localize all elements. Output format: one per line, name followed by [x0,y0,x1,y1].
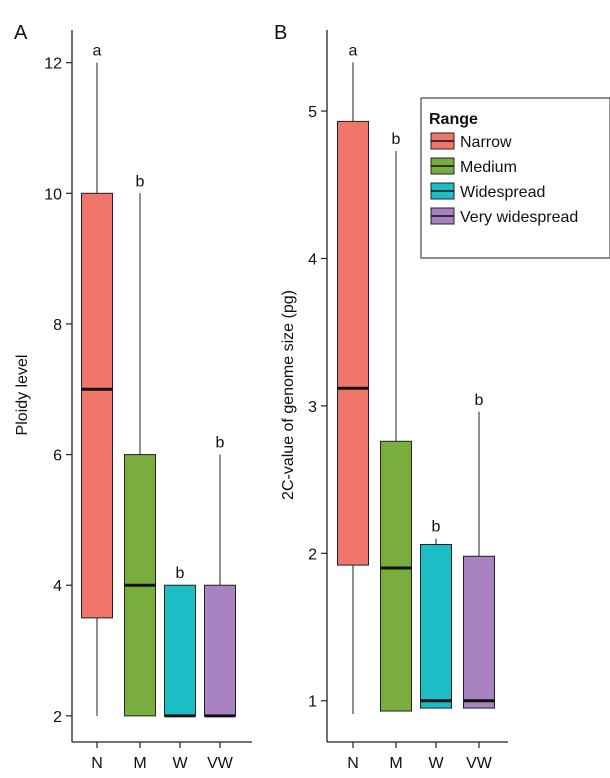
genome-size-box [337,120,369,566]
genome-size-y-axis-title: 2C-value of genome size (pg) [280,290,297,500]
genome-size-y-tick-label: 4 [308,251,317,268]
ploidy-y-tick-label: 4 [53,578,62,595]
genome-size-significance-letter: b [475,392,484,409]
genome-size-y-tick-label: 3 [308,399,317,416]
legend-title: Range [429,111,478,128]
ploidy-chart: 2 4 6 8 10 12 N M W VW a b b b [44,30,252,772]
ploidy-x-tick-label: W [172,755,188,772]
ploidy-significance-letter: b [216,435,225,452]
ploidy-box [204,584,236,717]
ploidy-significance-letter: a [93,43,102,60]
panel-b-label: B [274,22,287,44]
legend-label: Narrow [460,134,512,151]
legend-label: Widespread [460,184,545,201]
panel-a-label: A [14,22,28,44]
ploidy-y-tick-label: 6 [53,448,62,465]
genome-size-box [463,555,495,709]
range-legend: Range Narrow Medium Widespread Very widespr… [420,97,610,259]
genome-size-x-tick-label: N [347,755,359,772]
ploidy-y-tick-label: 8 [53,317,62,334]
genome-size-y-tick-label: 1 [308,694,317,711]
genome-size-significance-letter: b [392,131,401,148]
genome-size-x-tick-label: VW [466,755,493,772]
ploidy-significance-letter: b [176,565,185,582]
ploidy-x-tick-label: VW [207,755,234,772]
ploidy-y-tick-label: 12 [44,56,62,73]
genome-size-x-tick-label: W [428,755,444,772]
genome-size-y-tick-label: 2 [308,546,317,563]
ploidy-y-tick-label: 2 [53,709,62,726]
legend-frame [420,97,610,259]
ploidy-y-tick-label: 10 [44,186,62,203]
genome-size-y-tick-label: 5 [308,104,317,121]
ploidy-box [164,584,196,717]
ploidy-x-tick-label: N [91,755,103,772]
ploidy-y-axis-title: Ploidy level [14,355,31,436]
genome-size-box [420,543,452,709]
genome-size-x-tick-label: M [389,755,402,772]
ploidy-x-tick-label: M [133,755,146,772]
genome-size-significance-letter: a [349,42,358,59]
ploidy-box [81,192,113,619]
genome-size-significance-letter: b [432,519,441,536]
ploidy-significance-letter: b [136,173,145,190]
legend-label: Medium [460,159,517,176]
legend-label: Very widespread [460,209,578,226]
genome-size-chart: 1 2 3 4 5 N M W VW a b b b [308,30,508,772]
genome-size-box [380,440,412,712]
